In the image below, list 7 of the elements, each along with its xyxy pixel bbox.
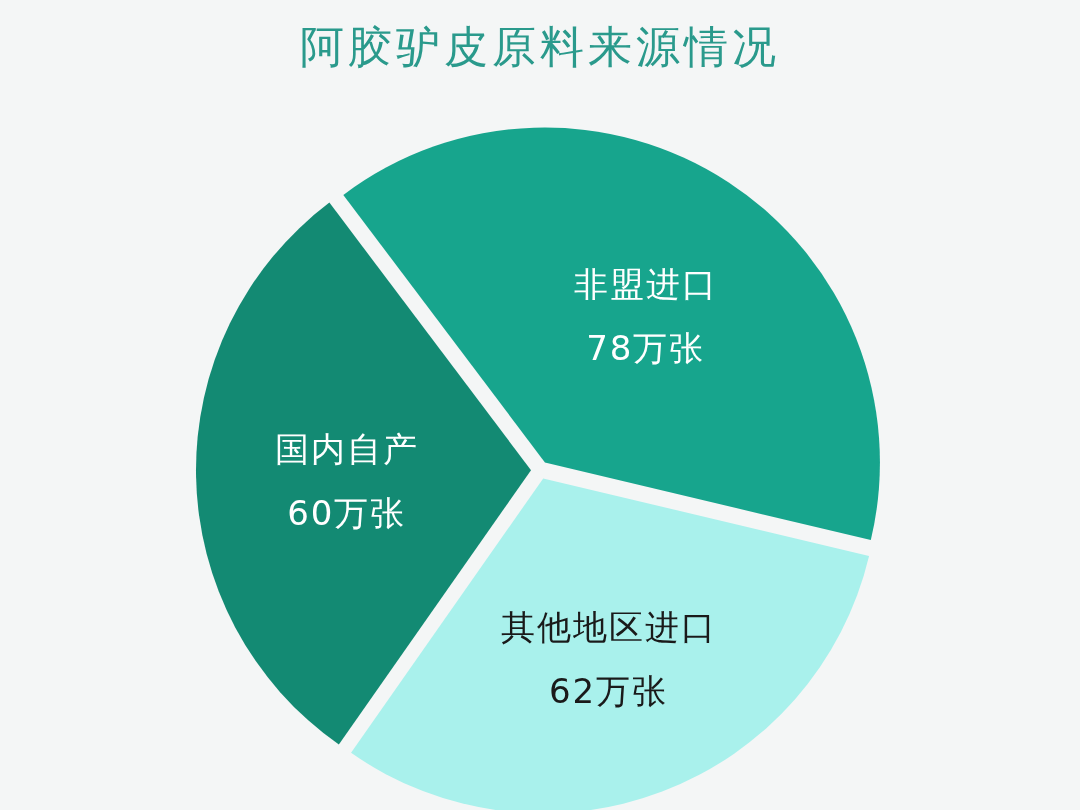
data-label: 60万张 [287, 493, 407, 534]
chart-title: 阿胶驴皮原料来源情况 [300, 21, 780, 72]
slice-label: 其他地区进口 [500, 606, 717, 647]
data-label: 62万张 [548, 670, 669, 711]
data-label: 78万张 [586, 328, 706, 369]
slice-label: 国内自产 [274, 429, 419, 470]
slice-label: 非盟进口 [573, 264, 718, 305]
